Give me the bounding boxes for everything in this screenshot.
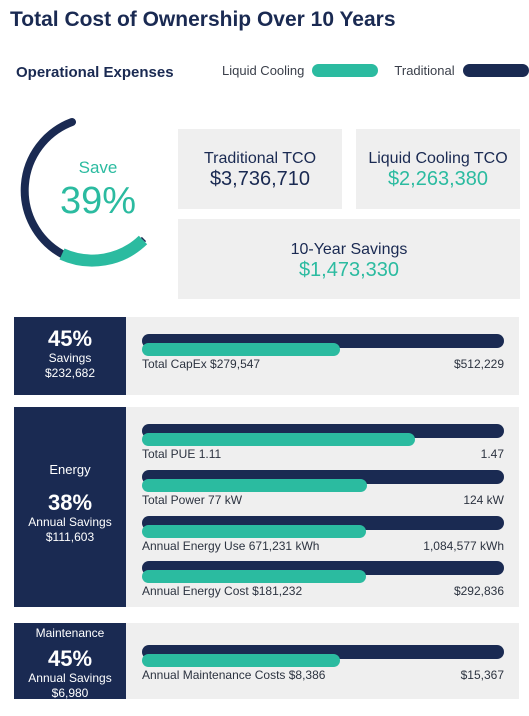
bar-label-traditional: 124 kW bbox=[463, 493, 504, 507]
energy-amount: $111,603 bbox=[45, 530, 95, 545]
bar-row-maintenance: Annual Maintenance Costs $8,386 $15,367 bbox=[142, 645, 519, 682]
capex-summary: 45% Savings $232,682 bbox=[14, 317, 126, 395]
bar-liquid bbox=[142, 525, 366, 538]
bar-liquid bbox=[142, 570, 366, 583]
capex-panel: 45% Savings $232,682 Total CapEx $279,54… bbox=[14, 317, 519, 395]
savings-gauge: Save 39% bbox=[20, 118, 148, 267]
bar-labels: Annual Energy Use 671,231 kWh 1,084,577 k… bbox=[142, 539, 519, 553]
energy-category: Energy bbox=[49, 462, 91, 477]
bar-pair bbox=[142, 516, 519, 542]
bar-label-liquid: Annual Maintenance Costs $8,386 bbox=[142, 668, 326, 682]
legend-swatch-liquid bbox=[312, 64, 379, 77]
bar-label-traditional: 1.47 bbox=[480, 447, 504, 461]
chart-legend: Liquid Cooling Traditional bbox=[222, 63, 529, 78]
capex-amount: $232,682 bbox=[44, 366, 96, 381]
card-traditional-value: $3,736,710 bbox=[209, 168, 311, 190]
maintenance-sub: Annual Savings bbox=[28, 671, 112, 686]
bar-label-liquid: Total PUE 1.11 bbox=[142, 447, 222, 461]
gauge-track bbox=[20, 118, 76, 258]
card-liquid-tco: Liquid Cooling TCO $2,263,380 bbox=[356, 129, 520, 209]
page-title: Total Cost of Ownership Over 10 Years bbox=[10, 8, 396, 31]
energy-summary: Energy 38% Annual Savings $111,603 bbox=[14, 407, 126, 607]
bar-row-power: Total Power 77 kW 124 kW bbox=[142, 470, 519, 507]
energy-panel: Energy 38% Annual Savings $111,603 Total… bbox=[14, 407, 519, 607]
bar-label-liquid: Total CapEx $279,547 bbox=[142, 357, 261, 371]
legend-swatch-traditional bbox=[462, 64, 529, 77]
bar-liquid bbox=[142, 479, 367, 492]
bar-labels: Total CapEx $279,547 $512,229 bbox=[142, 357, 519, 371]
card-traditional-label: Traditional TCO bbox=[203, 150, 317, 167]
maintenance-category: Maintenance bbox=[35, 626, 105, 640]
card-liquid-label: Liquid Cooling TCO bbox=[368, 150, 508, 167]
capex-pct: 45% bbox=[47, 326, 93, 351]
bar-label-liquid: Total Power 77 kW bbox=[142, 493, 243, 507]
bar-liquid bbox=[142, 433, 415, 446]
bar-row-capex: Total CapEx $279,547 $512,229 bbox=[142, 334, 519, 371]
section-subtitle: Operational Expenses bbox=[16, 64, 174, 81]
gauge-tail bbox=[140, 236, 147, 243]
bar-labels: Total Power 77 kW 124 kW bbox=[142, 493, 519, 507]
bar-pair bbox=[142, 334, 519, 360]
bar-label-traditional: $292,836 bbox=[453, 584, 504, 598]
bar-pair bbox=[142, 424, 519, 450]
bar-label-traditional: 1,084,577 kWh bbox=[423, 539, 504, 553]
bar-pair bbox=[142, 561, 519, 587]
energy-pct: 38% bbox=[47, 490, 93, 515]
capex-sub: Savings bbox=[48, 351, 92, 366]
legend-label-traditional: Traditional bbox=[394, 63, 455, 78]
bar-row-energy-cost: Annual Energy Cost $181,232 $292,836 bbox=[142, 561, 519, 598]
bar-row-energy-use: Annual Energy Use 671,231 kWh 1,084,577 k… bbox=[142, 516, 519, 553]
card-10-year-savings: 10-Year Savings $1,473,330 bbox=[178, 219, 520, 299]
bar-pair bbox=[142, 645, 519, 671]
card-liquid-value: $2,263,380 bbox=[387, 168, 489, 190]
bar-pair bbox=[142, 470, 519, 496]
gauge-fill bbox=[59, 235, 148, 267]
card-savings-value: $1,473,330 bbox=[298, 259, 400, 281]
bar-row-pue: Total PUE 1.11 1.47 bbox=[142, 424, 519, 461]
bar-label-liquid: Annual Energy Use 671,231 kWh bbox=[142, 539, 320, 553]
bar-liquid bbox=[142, 343, 340, 356]
maintenance-panel: Maintenance 45% Annual Savings $6,980 An… bbox=[14, 623, 519, 701]
maintenance-amount: $6,980 bbox=[51, 686, 89, 701]
bar-labels: Total PUE 1.11 1.47 bbox=[142, 447, 519, 461]
bar-label-traditional: $512,229 bbox=[453, 357, 504, 371]
maintenance-pct: 45% bbox=[47, 646, 93, 671]
bar-label-traditional: $15,367 bbox=[460, 668, 504, 682]
card-traditional-tco: Traditional TCO $3,736,710 bbox=[178, 129, 342, 209]
legend-label-liquid: Liquid Cooling bbox=[222, 63, 305, 78]
maintenance-summary: Maintenance 45% Annual Savings $6,980 bbox=[14, 623, 126, 701]
bar-label-liquid: Annual Energy Cost $181,232 bbox=[142, 584, 303, 598]
bar-labels: Annual Maintenance Costs $8,386 $15,367 bbox=[142, 668, 519, 682]
card-savings-label: 10-Year Savings bbox=[290, 241, 408, 258]
gauge-value: 39% bbox=[60, 180, 136, 222]
energy-sub: Annual Savings bbox=[28, 515, 112, 530]
gauge-label: Save bbox=[79, 158, 118, 177]
bar-liquid bbox=[142, 654, 340, 667]
bar-labels: Annual Energy Cost $181,232 $292,836 bbox=[142, 584, 519, 598]
